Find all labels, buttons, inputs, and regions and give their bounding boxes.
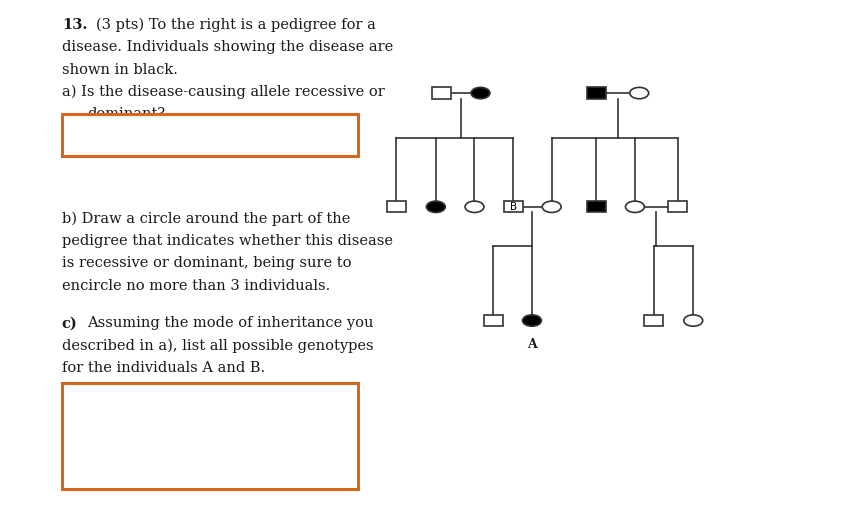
Bar — [668, 201, 687, 212]
Text: a) Is the disease-causing allele recessive or: a) Is the disease-causing allele recessi… — [62, 85, 384, 99]
FancyBboxPatch shape — [62, 383, 358, 489]
Text: pedigree that indicates whether this disease: pedigree that indicates whether this dis… — [62, 234, 393, 248]
Circle shape — [542, 201, 561, 212]
Text: for the individuals A and B.: for the individuals A and B. — [62, 361, 265, 375]
Text: Assuming the mode of inheritance you: Assuming the mode of inheritance you — [88, 316, 374, 330]
Bar — [484, 315, 503, 326]
Text: c): c) — [62, 316, 77, 330]
Circle shape — [523, 315, 541, 326]
Circle shape — [465, 201, 484, 212]
Text: encircle no more than 3 individuals.: encircle no more than 3 individuals. — [62, 279, 330, 293]
Text: 13.: 13. — [62, 18, 88, 32]
Text: is recessive or dominant, being sure to: is recessive or dominant, being sure to — [62, 256, 351, 270]
Circle shape — [471, 87, 490, 99]
Bar — [387, 201, 406, 212]
Bar — [432, 87, 451, 99]
Text: disease. Individuals showing the disease are: disease. Individuals showing the disease… — [62, 40, 393, 54]
FancyBboxPatch shape — [62, 114, 358, 156]
Text: shown in black.: shown in black. — [62, 63, 178, 77]
Circle shape — [630, 87, 649, 99]
Bar — [644, 315, 663, 326]
Text: (3 pts) To the right is a pedigree for a: (3 pts) To the right is a pedigree for a — [96, 18, 376, 33]
Text: B: B — [510, 202, 517, 212]
Circle shape — [684, 315, 703, 326]
Circle shape — [625, 201, 644, 212]
Text: dominant?: dominant? — [88, 107, 166, 121]
Bar — [504, 201, 523, 212]
Text: A: A — [527, 338, 537, 351]
Text: b) Draw a circle around the part of the: b) Draw a circle around the part of the — [62, 212, 350, 226]
Bar — [587, 201, 606, 212]
Bar — [587, 87, 606, 99]
Text: described in a), list all possible genotypes: described in a), list all possible genot… — [62, 339, 373, 353]
Circle shape — [426, 201, 445, 212]
